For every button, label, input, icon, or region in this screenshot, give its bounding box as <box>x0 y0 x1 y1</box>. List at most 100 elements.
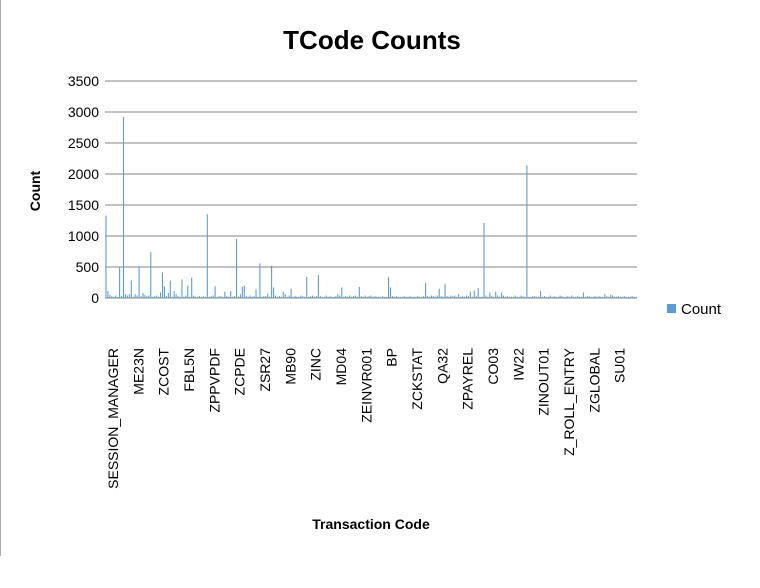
x-tick-label: ZPAYREL <box>460 348 476 410</box>
bar <box>267 293 269 298</box>
bar <box>286 296 288 298</box>
chart-title: TCode Counts <box>283 25 461 55</box>
bar <box>614 296 616 298</box>
bar <box>345 296 347 298</box>
bar <box>360 296 362 298</box>
bar <box>226 296 228 298</box>
bar <box>171 296 173 298</box>
bar <box>292 296 294 298</box>
bar <box>588 296 590 298</box>
bar <box>594 296 596 298</box>
bar <box>126 295 128 298</box>
y-tick-label: 500 <box>76 259 100 275</box>
bar <box>347 296 349 298</box>
bar <box>319 296 321 298</box>
bar <box>491 296 493 298</box>
bar <box>600 296 602 298</box>
bar <box>138 266 140 298</box>
bar <box>397 296 399 298</box>
bar <box>313 296 316 298</box>
bar <box>321 296 323 298</box>
x-tick-label: ME23N <box>130 348 146 395</box>
bar <box>327 296 329 298</box>
bar <box>432 296 434 298</box>
bar <box>216 296 218 298</box>
x-tick-label: FBL5N <box>181 348 197 392</box>
bar <box>557 296 559 298</box>
bar <box>473 290 475 298</box>
bar <box>358 286 360 298</box>
y-tick-label: 2500 <box>68 135 99 151</box>
bar <box>616 296 618 298</box>
bar <box>236 239 238 298</box>
x-tick-label: ZCKSTAT <box>409 348 425 410</box>
bar <box>559 295 561 298</box>
bar <box>183 296 185 298</box>
bar <box>417 296 419 298</box>
bar <box>150 252 152 298</box>
bar <box>621 296 623 298</box>
x-tick-label: ZEINVR001 <box>358 348 374 423</box>
bar <box>234 296 236 298</box>
bar <box>220 296 222 298</box>
y-axis-tick-labels: 0 500 1000 1500 2000 2500 3000 3500 <box>68 73 99 306</box>
bar <box>454 295 456 298</box>
bar <box>154 296 156 298</box>
bar <box>349 295 351 298</box>
bar <box>366 296 368 298</box>
bar <box>393 296 395 298</box>
bar <box>339 295 341 298</box>
bar <box>606 296 608 298</box>
bar <box>245 296 247 298</box>
bar <box>536 296 538 298</box>
bar <box>458 294 460 298</box>
bar <box>538 296 540 298</box>
bar <box>304 296 306 298</box>
bar <box>477 288 479 298</box>
bar <box>627 296 629 298</box>
x-axis-tick-labels: SESSION_MANAGER ME23N ZCOST FBL5N ZPPVPDF ZCP… <box>105 347 628 488</box>
bar <box>177 296 179 298</box>
bar <box>152 296 154 298</box>
bar <box>425 283 427 298</box>
bar <box>608 296 610 298</box>
bar <box>584 296 586 298</box>
bar <box>224 291 226 298</box>
bar <box>274 295 277 298</box>
bar <box>448 296 450 298</box>
bar <box>302 296 304 298</box>
bar <box>130 280 132 298</box>
bar <box>315 296 317 298</box>
bar <box>276 296 278 298</box>
bar <box>167 293 169 298</box>
bar <box>364 295 366 298</box>
bar <box>193 295 195 298</box>
bar <box>370 295 372 298</box>
bar <box>415 296 417 298</box>
bar <box>592 296 594 298</box>
bar <box>175 294 177 298</box>
bar <box>121 296 123 298</box>
bar <box>148 295 150 298</box>
bar <box>356 296 358 298</box>
x-tick-label: CO03 <box>485 348 501 385</box>
bar <box>631 296 633 298</box>
bar <box>179 296 181 298</box>
bar <box>144 294 146 298</box>
bar <box>598 296 600 298</box>
bar <box>532 296 534 298</box>
bar <box>251 296 253 298</box>
bar <box>142 293 144 298</box>
bar <box>191 277 193 298</box>
bar <box>623 296 625 298</box>
x-tick-label: SESSION_MANAGER <box>105 348 121 489</box>
bar <box>619 296 621 298</box>
bar <box>391 296 393 298</box>
bar <box>502 295 505 298</box>
bar <box>543 296 545 298</box>
bar <box>635 296 637 298</box>
bar <box>446 296 448 298</box>
bar <box>136 295 138 298</box>
y-axis-title: Count <box>27 170 43 211</box>
bar <box>467 296 469 298</box>
